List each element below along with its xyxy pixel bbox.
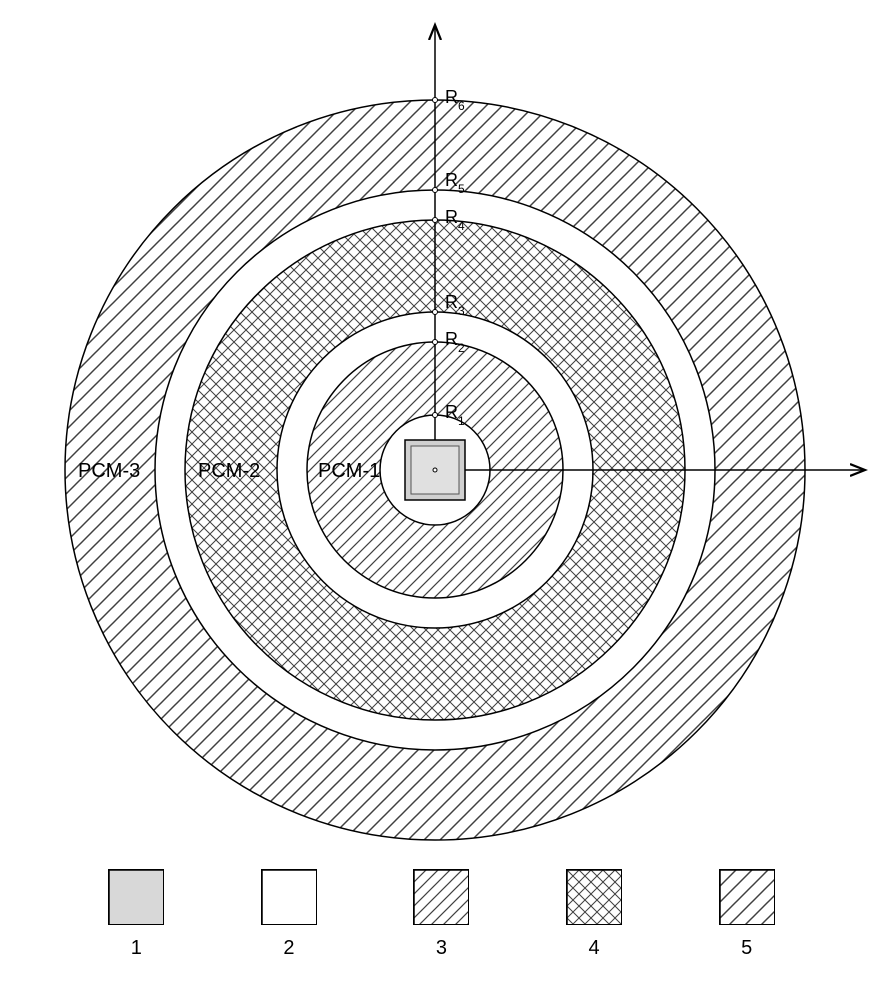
legend-box-4 xyxy=(566,869,622,925)
legend-item-3: 3 xyxy=(413,869,469,960)
legend-label-5: 5 xyxy=(741,937,752,960)
tick-r2 xyxy=(433,340,438,345)
legend-box-5 xyxy=(719,869,775,925)
legend-item-1: 1 xyxy=(108,869,164,960)
tick-r6 xyxy=(433,98,438,103)
legend-box-1 xyxy=(108,869,164,925)
legend-label-1: 1 xyxy=(131,937,142,960)
concentric-rings-diagram: R1 R2 R3 R4 R5 R6 PCM-1 PCM-2 PCM-3 xyxy=(0,0,883,870)
legend-item-5: 5 xyxy=(719,869,775,960)
tick-r3 xyxy=(433,310,438,315)
legend-label-2: 2 xyxy=(283,937,294,960)
legend-label-4: 4 xyxy=(589,937,600,960)
label-pcm-3: PCM-3 xyxy=(78,460,140,482)
legend-box-2 xyxy=(261,869,317,925)
tick-r4 xyxy=(433,218,438,223)
origin-point xyxy=(433,468,437,472)
label-pcm-1: PCM-1 xyxy=(318,460,380,482)
tick-r5 xyxy=(433,188,438,193)
legend-item-4: 4 xyxy=(566,869,622,960)
diagram-svg: R1 R2 R3 R4 R5 R6 PCM-1 PCM-2 PCM-3 xyxy=(0,0,883,870)
legend-item-2: 2 xyxy=(261,869,317,960)
label-pcm-2: PCM-2 xyxy=(198,460,260,482)
legend: 1 2 3 4 5 xyxy=(0,869,883,960)
legend-label-3: 3 xyxy=(436,937,447,960)
tick-r1 xyxy=(433,413,438,418)
legend-box-3 xyxy=(413,869,469,925)
